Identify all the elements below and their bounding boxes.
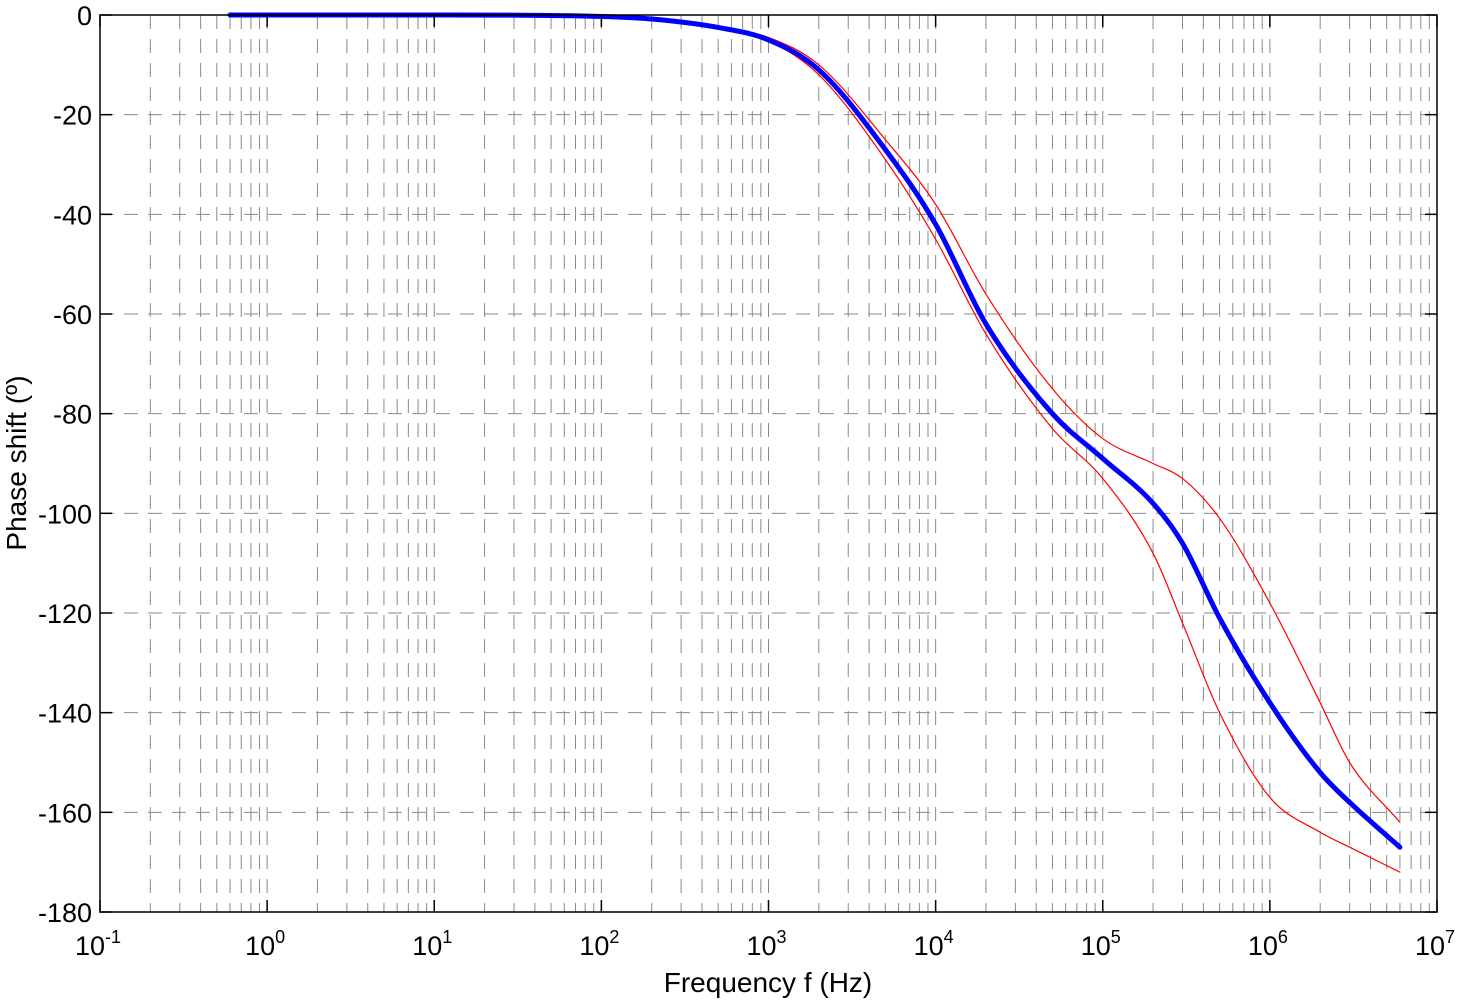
mean-phase-curve: [227, 12, 1403, 850]
y-tick-label: -140: [38, 699, 92, 729]
series-layer: [227, 12, 1403, 873]
grid: [100, 15, 1437, 912]
y-tick-label: -60: [53, 300, 92, 330]
tick-marks: [99, 14, 1438, 913]
y-tick-label: -100: [38, 499, 92, 529]
y-tick-label: -180: [38, 898, 92, 928]
y-tick-label: -80: [53, 400, 92, 430]
y-axis-label: Phase shift (º): [1, 375, 32, 550]
x-tick-label: 10-1: [75, 927, 121, 961]
y-tick-label: 0: [77, 1, 92, 31]
y-tick-label: -40: [53, 200, 92, 230]
x-tick-label: 102: [579, 927, 619, 961]
x-tick-label: 104: [914, 927, 954, 961]
x-tick-labels: 10-1 100 101 102 103 104 105 106 107: [75, 927, 1455, 961]
x-tick-label: 101: [412, 927, 452, 961]
x-tick-label: 107: [1415, 927, 1455, 961]
x-tick-label: 106: [1248, 927, 1288, 961]
y-tick-label: -20: [53, 101, 92, 131]
x-tick-label: 103: [746, 927, 786, 961]
plot-background: [100, 15, 1437, 912]
x-tick-label: 100: [245, 927, 285, 961]
x-tick-label: 105: [1081, 927, 1121, 961]
y-tick-label: -160: [38, 798, 92, 828]
x-axis-label: Frequency f (Hz): [664, 967, 873, 998]
y-tick-labels: 0 -20 -40 -60 -80 -100 -120 -140 -160 -180: [38, 1, 92, 928]
y-tick-label: -120: [38, 599, 92, 629]
